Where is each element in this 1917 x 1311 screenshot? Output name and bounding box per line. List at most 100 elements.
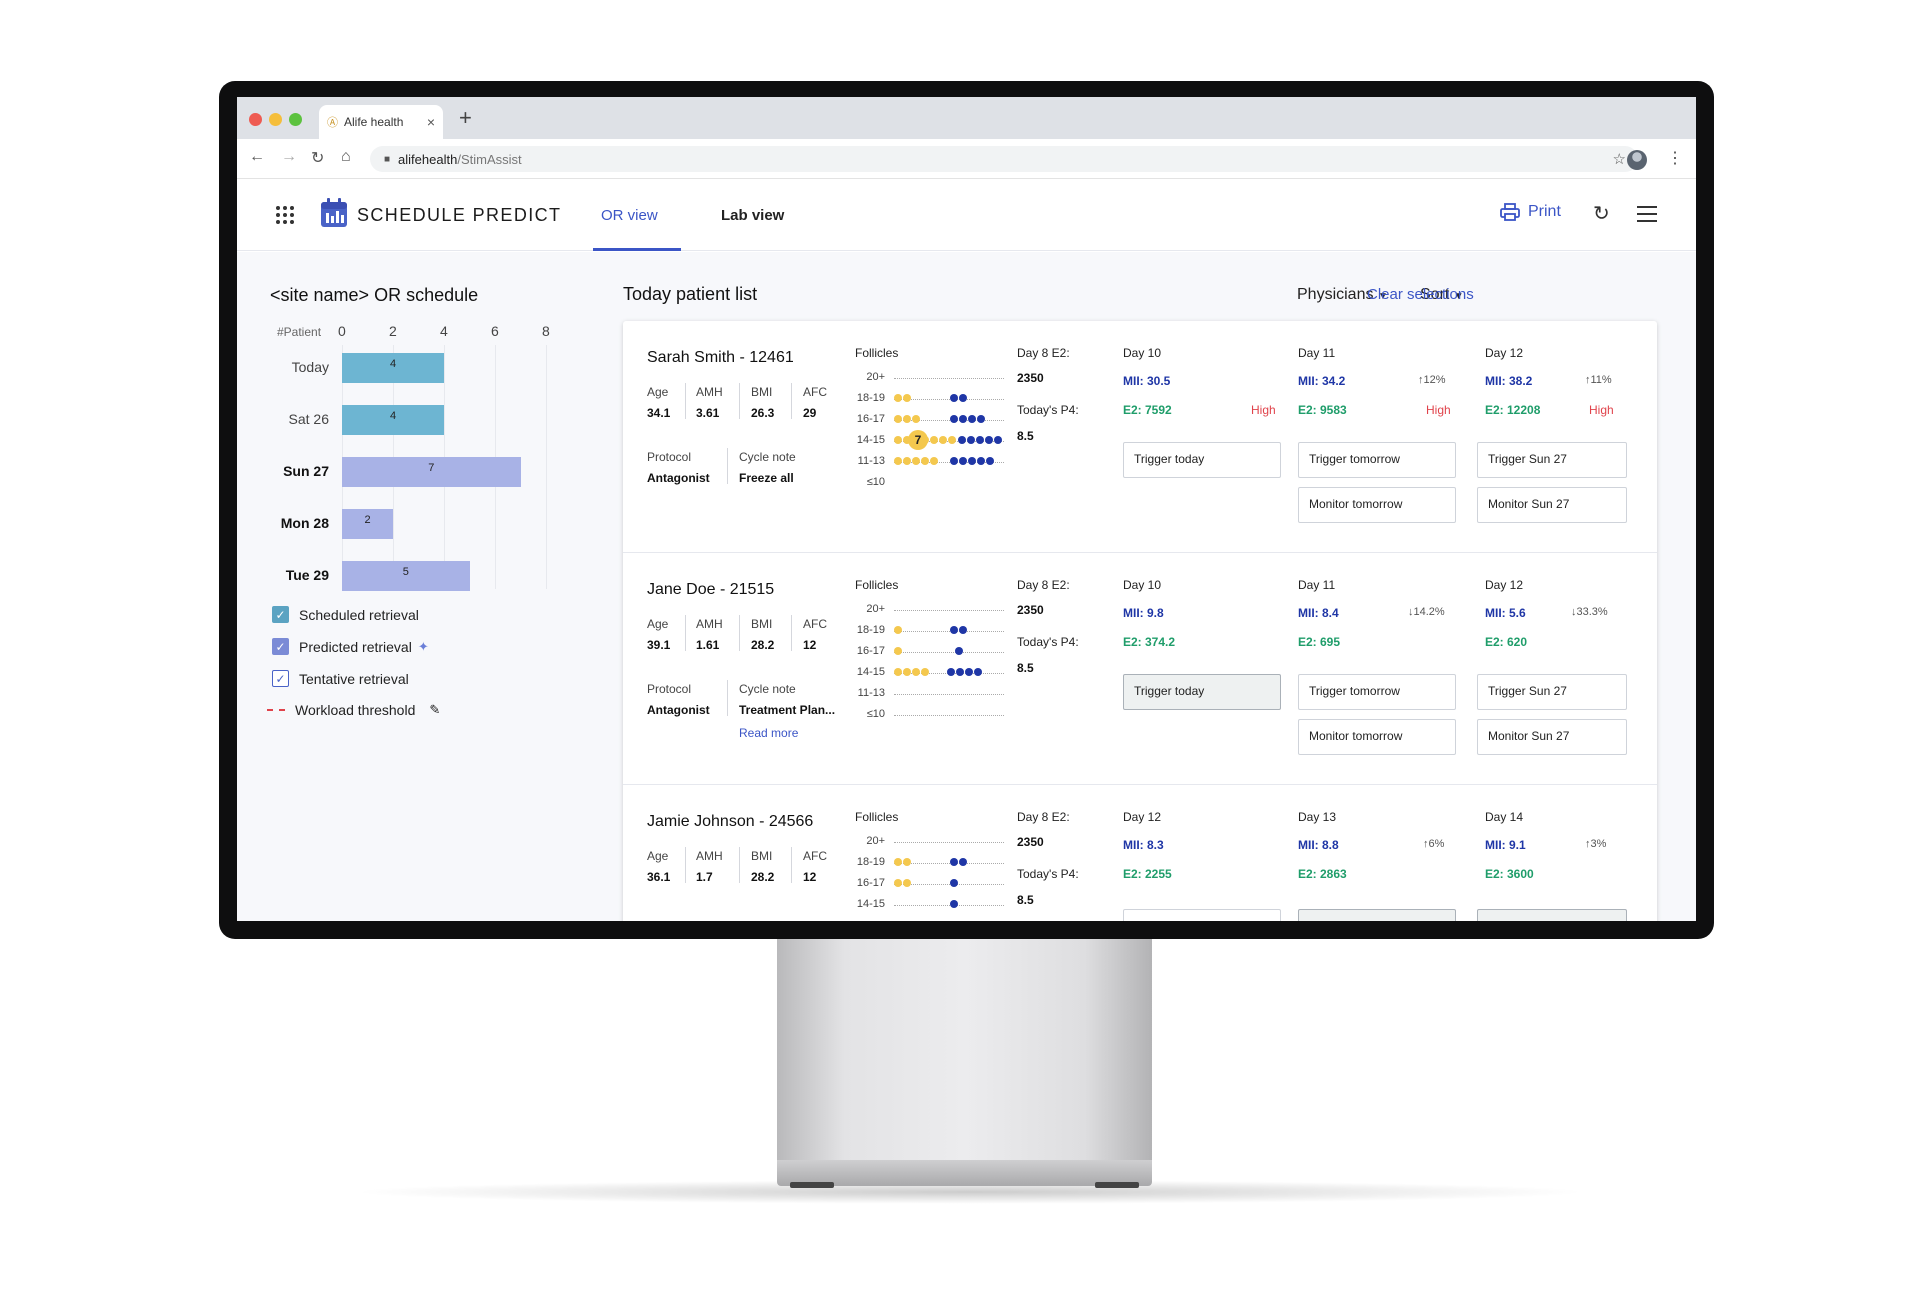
edit-pencil-icon[interactable]: ✎ bbox=[429, 702, 441, 717]
high-flag: High bbox=[1251, 403, 1276, 417]
browser-menu-icon[interactable]: ⋮ bbox=[1667, 150, 1683, 167]
close-tab-icon[interactable]: × bbox=[426, 114, 435, 130]
hamburger-menu-icon[interactable] bbox=[1637, 206, 1657, 227]
patient-row: Jamie Johnson - 24566 Age AMH BMI AFC 36… bbox=[623, 785, 1657, 921]
divider bbox=[791, 615, 792, 651]
schedule-bar[interactable]: 7 bbox=[342, 457, 521, 487]
age-value: 34.1 bbox=[647, 406, 671, 420]
bin-label: 18-19 bbox=[856, 624, 885, 636]
schedule-bar[interactable]: 2 bbox=[342, 509, 393, 539]
patient-name: Sarah Smith - 12461 bbox=[647, 349, 794, 366]
minimize-window-dot[interactable] bbox=[269, 113, 282, 126]
bookmark-star-icon[interactable]: ☆ bbox=[1612, 151, 1626, 168]
legend-tentative[interactable]: ✓ Tentative retrieval bbox=[272, 670, 409, 687]
trigger-today-button[interactable]: Trigger today bbox=[1123, 442, 1281, 478]
follicle-bin-row: 18-19 bbox=[855, 624, 1004, 638]
afc-value: 12 bbox=[803, 870, 817, 884]
monitor-stand-foot bbox=[777, 1160, 1152, 1186]
checkbox-scheduled[interactable]: ✓ bbox=[272, 606, 289, 623]
day-header: Day 12 bbox=[1485, 346, 1524, 360]
physicians-filter[interactable]: Physicians ▼ bbox=[1297, 286, 1388, 304]
amh-value: 1.61 bbox=[696, 638, 720, 652]
back-arrow-icon[interactable]: ← bbox=[249, 148, 265, 165]
printer-icon bbox=[1500, 203, 1520, 221]
afc-value: 12 bbox=[803, 638, 817, 652]
afc-label: AFC bbox=[803, 849, 827, 863]
mii-value: MII: 9.1 bbox=[1485, 838, 1526, 852]
action-button[interactable] bbox=[1477, 909, 1627, 921]
trigger-sun-button[interactable]: Trigger Sun 27 bbox=[1477, 442, 1627, 478]
physicians-label: Physicians bbox=[1297, 286, 1374, 303]
address-bar[interactable]: ■ alifehealth/StimAssist ☆ bbox=[370, 146, 1638, 172]
patient-row: Sarah Smith - 12461 Age AMH BMI AFC 34.1… bbox=[623, 321, 1657, 553]
trigger-tomorrow-button[interactable]: Trigger tomorrow bbox=[1298, 442, 1456, 478]
monitor-sun-button[interactable]: Monitor Sun 27 bbox=[1477, 719, 1627, 755]
day8-e2-value: 2350 bbox=[1017, 603, 1044, 617]
maximize-window-dot[interactable] bbox=[289, 113, 302, 126]
gridline bbox=[546, 345, 547, 589]
patient-name: Jamie Johnson - 24566 bbox=[647, 813, 814, 830]
patient-list-title: Today patient list bbox=[623, 284, 758, 304]
bmi-label: BMI bbox=[751, 849, 773, 863]
trigger-today-button[interactable]: Trigger today bbox=[1123, 674, 1281, 710]
tab-lab-view[interactable]: Lab view bbox=[721, 207, 785, 224]
monitor-stand bbox=[777, 939, 1152, 1179]
url-path: /StimAssist bbox=[457, 151, 522, 167]
app-body: <site name> OR schedule #Patient ✓ Sched… bbox=[237, 252, 1696, 921]
forward-arrow-icon[interactable]: → bbox=[281, 148, 297, 165]
patient-list-card: Sarah Smith - 12461 Age AMH BMI AFC 34.1… bbox=[623, 321, 1657, 921]
mii-value: MII: 5.6 bbox=[1485, 606, 1526, 620]
follicles-label: Follicles bbox=[855, 346, 899, 360]
axis-tick: 8 bbox=[542, 323, 550, 339]
trend-value: ↓33.3% bbox=[1571, 606, 1608, 618]
clear-selections-link[interactable]: Clear selections bbox=[1367, 286, 1474, 303]
schedule-bar[interactable]: 5 bbox=[342, 561, 470, 591]
follicle-bin-row: ≤10 bbox=[855, 708, 1004, 722]
sort-filter[interactable]: Sort ▼ bbox=[1420, 286, 1464, 304]
read-more-link[interactable]: Read more bbox=[739, 726, 799, 740]
axis-tick: 0 bbox=[338, 323, 346, 339]
axis-tick: 4 bbox=[440, 323, 448, 339]
print-button[interactable]: Print bbox=[1500, 203, 1561, 221]
trend-value: ↑12% bbox=[1418, 374, 1446, 386]
follicle-count-badge: 7 bbox=[908, 430, 928, 450]
tab-or-view[interactable]: OR view bbox=[601, 207, 658, 224]
profile-avatar[interactable] bbox=[1627, 150, 1647, 170]
home-icon[interactable]: ⌂ bbox=[341, 148, 351, 165]
refresh-icon[interactable]: ↻ bbox=[1593, 203, 1610, 225]
mii-value: MII: 8.3 bbox=[1123, 838, 1164, 852]
trigger-tomorrow-button[interactable]: Trigger tomorrow bbox=[1298, 674, 1456, 710]
schedule-bar[interactable]: 4 bbox=[342, 353, 444, 383]
trend-value: ↑11% bbox=[1585, 374, 1612, 386]
tab-title: Alife health bbox=[344, 115, 404, 129]
e2-value: E2: 374.2 bbox=[1123, 635, 1176, 649]
reload-icon[interactable]: ↻ bbox=[311, 150, 325, 167]
protocol-label: Protocol bbox=[647, 682, 692, 696]
legend-scheduled[interactable]: ✓ Scheduled retrieval bbox=[272, 606, 419, 623]
trend-value: ↑3% bbox=[1585, 838, 1607, 850]
legend-predicted[interactable]: ✓ Predicted retrieval ✦ bbox=[272, 638, 429, 655]
monitor-sun-button[interactable]: Monitor Sun 27 bbox=[1477, 487, 1627, 523]
schedule-bar[interactable]: 4 bbox=[342, 405, 444, 435]
bmi-label: BMI bbox=[751, 617, 773, 631]
action-button[interactable] bbox=[1298, 909, 1456, 921]
mii-value: MII: 8.8 bbox=[1298, 838, 1339, 852]
apps-grid-icon[interactable] bbox=[276, 206, 294, 224]
monitor-tomorrow-button[interactable]: Monitor tomorrow bbox=[1298, 487, 1456, 523]
trigger-sun-button[interactable]: Trigger Sun 27 bbox=[1477, 674, 1627, 710]
browser-tab[interactable]: Ⓐ Alife health × bbox=[319, 105, 443, 139]
bin-label: ≤10 bbox=[866, 476, 885, 488]
todays-p4-label: Today's P4: bbox=[1017, 635, 1079, 649]
day-header: Day 14 bbox=[1485, 810, 1524, 824]
close-window-dot[interactable] bbox=[249, 113, 262, 126]
action-button[interactable] bbox=[1123, 909, 1281, 921]
checkbox-tentative[interactable]: ✓ bbox=[272, 670, 289, 687]
amh-label: AMH bbox=[696, 385, 723, 399]
checkbox-predicted[interactable]: ✓ bbox=[272, 638, 289, 655]
new-tab-icon[interactable]: + bbox=[459, 105, 472, 130]
monitor-tomorrow-button[interactable]: Monitor tomorrow bbox=[1298, 719, 1456, 755]
age-label: Age bbox=[647, 849, 669, 863]
afc-label: AFC bbox=[803, 385, 827, 399]
e2-value: E2: 12208 bbox=[1485, 403, 1541, 417]
